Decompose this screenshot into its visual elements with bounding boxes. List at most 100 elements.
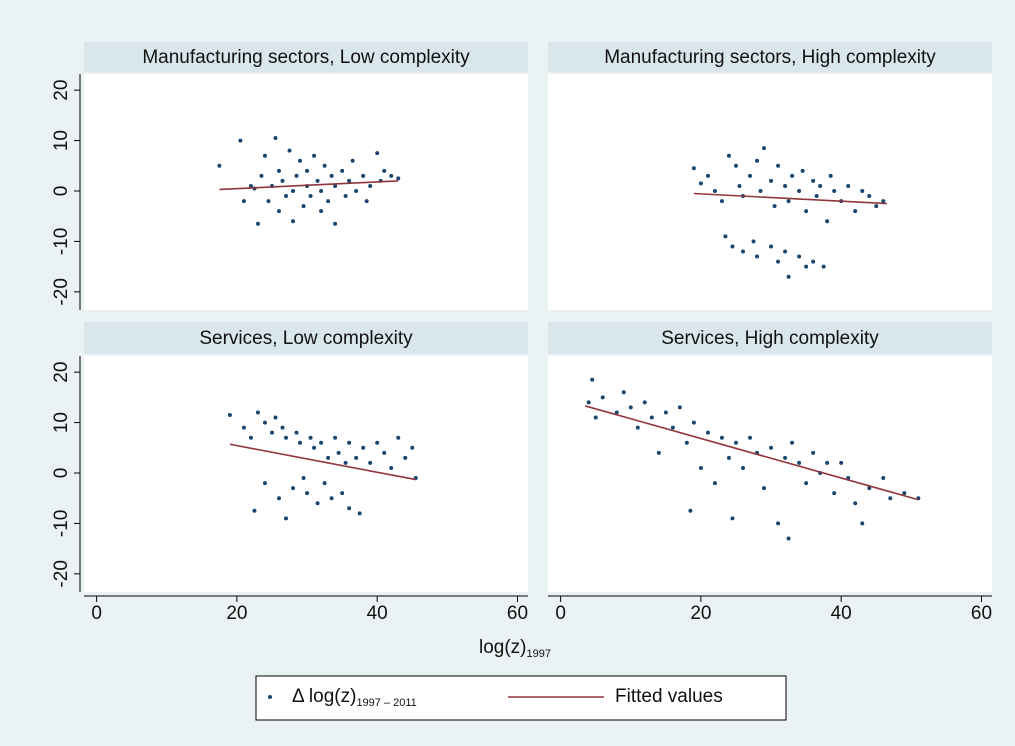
x-label-main: log(z) bbox=[479, 637, 527, 658]
scatter-point bbox=[241, 199, 246, 204]
scatter-point bbox=[740, 465, 745, 470]
scatter-point bbox=[410, 445, 415, 450]
scatter-point bbox=[797, 460, 802, 465]
x-tick-label: 40 bbox=[367, 603, 388, 624]
y-tick-label: -20 bbox=[51, 278, 72, 305]
scatter-point bbox=[298, 440, 303, 445]
scatter-point bbox=[663, 410, 668, 415]
panel-title: Manufacturing sectors, High complexity bbox=[604, 47, 936, 68]
panel-header bbox=[84, 42, 528, 72]
y-tick-label: -20 bbox=[51, 560, 72, 587]
scatter-point bbox=[804, 264, 809, 269]
scatter-point bbox=[280, 178, 285, 183]
scatter-point bbox=[755, 158, 760, 163]
x-tick-label: 60 bbox=[507, 603, 528, 624]
scatter-point bbox=[382, 168, 387, 173]
scatter-point bbox=[284, 435, 289, 440]
scatter-point bbox=[769, 445, 774, 450]
scatter-point bbox=[368, 460, 373, 465]
y-tick-label: -10 bbox=[51, 510, 72, 537]
scatter-point bbox=[828, 173, 833, 178]
scatter-point bbox=[832, 491, 837, 496]
scatter-point bbox=[269, 430, 274, 435]
scatter-point bbox=[797, 254, 802, 259]
scatter-point bbox=[319, 188, 324, 193]
scatter-point bbox=[874, 204, 879, 209]
scatter-point bbox=[762, 146, 767, 151]
scatter-point bbox=[262, 420, 267, 425]
scatter-point bbox=[825, 219, 830, 224]
x-tick-label: 20 bbox=[690, 603, 711, 624]
scatter-point bbox=[698, 465, 703, 470]
scatter-point bbox=[333, 435, 338, 440]
scatter-point bbox=[227, 413, 232, 417]
scatter-point bbox=[860, 188, 865, 193]
panel-title: Manufacturing sectors, Low complexity bbox=[142, 47, 470, 68]
scatter-point bbox=[825, 460, 830, 465]
scatter-point bbox=[248, 183, 253, 188]
scatter-point bbox=[719, 199, 724, 204]
scatter-point bbox=[291, 188, 296, 193]
scatter-point bbox=[340, 491, 345, 496]
scatter-point bbox=[273, 415, 278, 420]
x-tick-label: 60 bbox=[971, 603, 992, 624]
scatter-point bbox=[322, 481, 327, 486]
scatter-point bbox=[712, 481, 717, 486]
scatter-point bbox=[287, 148, 292, 153]
scatter-point bbox=[315, 501, 320, 506]
scatter-point bbox=[751, 239, 756, 244]
panel-title: Services, High complexity bbox=[661, 328, 879, 349]
scatter-point bbox=[846, 183, 851, 188]
scatter-point bbox=[800, 168, 805, 173]
panel-header bbox=[548, 42, 992, 72]
x-tick-label: 0 bbox=[91, 603, 102, 624]
scatter-point bbox=[804, 481, 809, 486]
scatter-point bbox=[719, 435, 724, 440]
scatter-point bbox=[284, 516, 289, 521]
scatter-point bbox=[389, 465, 394, 470]
x-tick-label: 0 bbox=[555, 603, 566, 624]
scatter-point bbox=[726, 455, 731, 460]
scatter-point bbox=[248, 435, 253, 440]
scatter-point bbox=[276, 209, 281, 214]
scatter-point bbox=[354, 188, 359, 193]
scatter-point bbox=[301, 204, 306, 209]
scatter-point bbox=[811, 450, 816, 455]
scatter-point bbox=[786, 199, 791, 204]
legend-box bbox=[255, 675, 787, 721]
scatter-point bbox=[691, 420, 696, 425]
scatter-point bbox=[684, 440, 689, 445]
legend-label: Fitted values bbox=[615, 686, 723, 707]
scatter-point bbox=[396, 435, 401, 440]
scatter-point bbox=[305, 491, 310, 496]
scatter-point bbox=[786, 274, 791, 279]
scatter-point bbox=[740, 249, 745, 254]
scatter-point bbox=[273, 136, 278, 141]
scatter-point bbox=[902, 491, 907, 496]
scatter-point bbox=[853, 501, 858, 506]
scatter-point bbox=[586, 400, 591, 405]
scatter-point bbox=[217, 163, 222, 168]
scatter-point bbox=[354, 455, 359, 460]
scatter-point bbox=[382, 450, 387, 455]
legend-label-main: Δ log(z) bbox=[292, 686, 356, 707]
scatter-point bbox=[804, 209, 809, 214]
scatter-point bbox=[280, 425, 285, 430]
legend-label-subscript: 1997 – 2011 bbox=[356, 697, 416, 709]
scatter-point bbox=[329, 173, 334, 178]
scatter-point bbox=[691, 166, 696, 171]
scatter-point bbox=[326, 199, 331, 204]
scatter-point bbox=[343, 460, 348, 465]
x-axis-label: log(z)1997 bbox=[479, 637, 551, 660]
scatter-point bbox=[797, 188, 802, 193]
scatter-point bbox=[312, 445, 317, 450]
scatter-point bbox=[769, 244, 774, 249]
panel-header bbox=[548, 322, 992, 354]
fitted-line bbox=[693, 192, 887, 205]
scatter-point bbox=[776, 259, 781, 264]
panel-title: Services, Low complexity bbox=[199, 328, 413, 349]
scatter-point bbox=[326, 455, 331, 460]
scatter-point bbox=[361, 445, 366, 450]
y-tick-label: 10 bbox=[51, 130, 72, 151]
